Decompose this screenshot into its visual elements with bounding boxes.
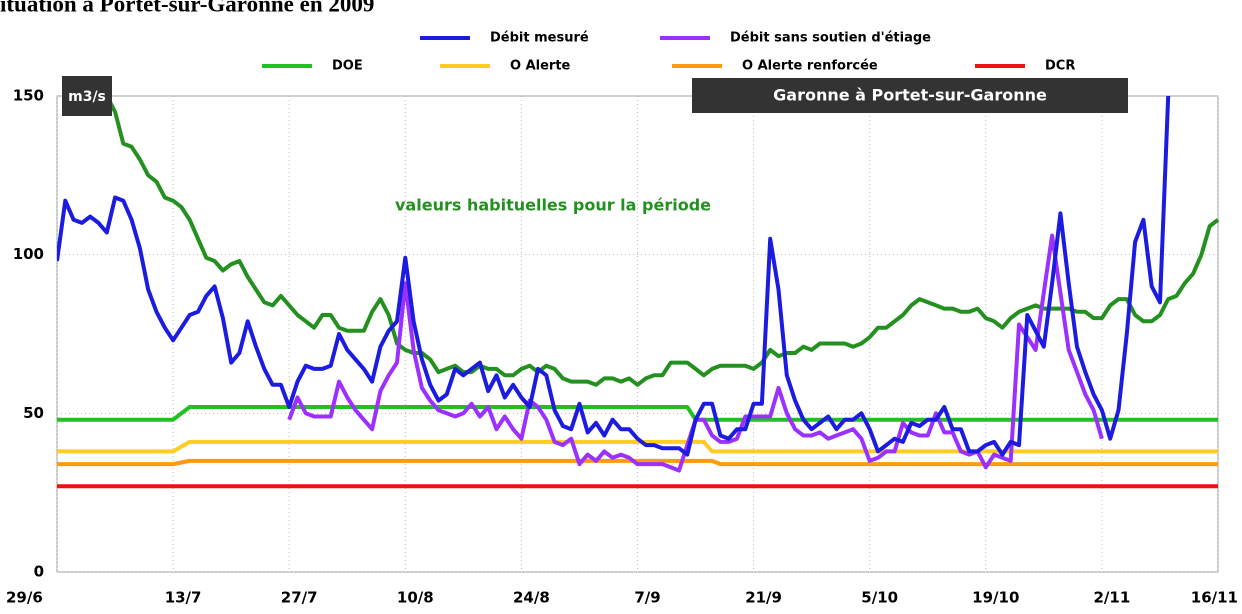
grid [56, 95, 1219, 573]
legend-label: Débit mesuré [490, 31, 589, 46]
legend-label: O Alerte renforcée [742, 59, 878, 74]
x-tick-label: 13/7 [165, 589, 202, 607]
y-tick-label: 0 [34, 563, 44, 581]
annotation: valeurs habituelles pour la période [395, 196, 711, 215]
series-line [57, 458, 1218, 467]
y-tick-label: 150 [13, 87, 44, 105]
series-line [105, 96, 1220, 387]
x-tick-label: 2/11 [1094, 589, 1131, 607]
x-tick-label: 10/8 [397, 589, 434, 607]
series-line [57, 405, 1218, 422]
subtitle: Garonne à Portet-sur-Garonne [773, 86, 1047, 105]
x-tick-label: 24/8 [513, 589, 550, 607]
chart-title: ituation à Portet-sur-Garonne en 2009 [0, 0, 374, 16]
legend-label: Débit sans soutien d'étiage [730, 31, 931, 46]
y-axis-label: m3/s [68, 89, 106, 105]
y-tick-label: 50 [23, 404, 44, 422]
x-tick-label: 5/10 [861, 589, 898, 607]
x-tick-label: 7/9 [634, 589, 660, 607]
x-tick-label: 19/10 [972, 589, 1019, 607]
y-tick-label: 100 [13, 245, 44, 263]
legend-label: O Alerte [510, 59, 571, 74]
legend-label: DOE [332, 59, 363, 74]
subtitle-box [692, 78, 1128, 113]
y-label-box [62, 76, 112, 116]
legend: Débit mesuré Débit sans soutien d'étiage D… [262, 31, 1075, 74]
x-tick-label: 16/11 [1191, 589, 1238, 607]
x-tick-label: 21/9 [745, 589, 782, 607]
series-line [57, 96, 1171, 457]
series-line [57, 439, 1218, 454]
x-tick-label: 29/6 [6, 589, 43, 607]
x-tick-label: 27/7 [281, 589, 318, 607]
lines [57, 96, 1220, 489]
legend-label: DCR [1045, 59, 1075, 74]
